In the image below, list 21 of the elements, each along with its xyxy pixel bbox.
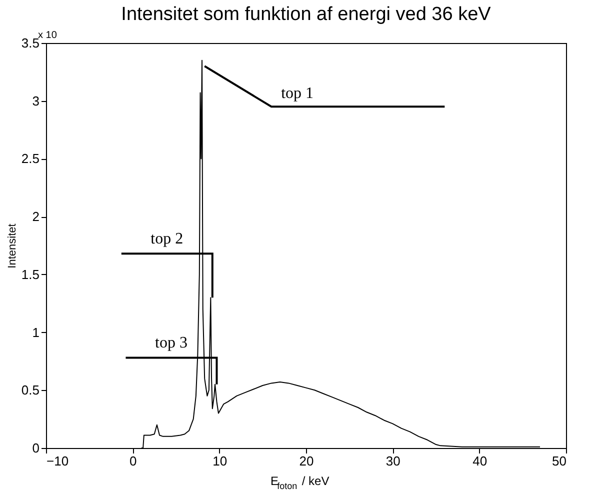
y-tick-label: 0.5	[21, 382, 40, 398]
annotation: top 2	[150, 230, 184, 248]
y-tick-label: 2	[32, 209, 40, 224]
y-axis-title: Intensitet	[6, 224, 18, 268]
x-tick-label: −10	[46, 454, 69, 468]
y-tick-label: 0	[32, 440, 40, 456]
chart-title: Intensitet som funktion af energi ved 36 keV	[121, 4, 492, 25]
y-tick-label: 1.5	[21, 266, 40, 282]
y-tick-label: 3.5	[21, 36, 40, 50]
x-tick-label: 20	[299, 454, 314, 468]
text: x 10	[38, 30, 58, 41]
annotation: top 3	[155, 334, 188, 352]
annotation: top 1	[281, 84, 314, 102]
y-tick-label: 2.5	[21, 151, 40, 166]
x-tick-label: 10	[212, 454, 228, 468]
y-tick-label: 1	[32, 324, 40, 340]
x-tick-label: 50	[552, 454, 566, 468]
y-tick-label: 3	[32, 93, 40, 108]
x-tick-label: 40	[472, 454, 488, 468]
x-tick-label: 30	[386, 454, 400, 468]
x-tick-label: 0	[130, 454, 137, 468]
